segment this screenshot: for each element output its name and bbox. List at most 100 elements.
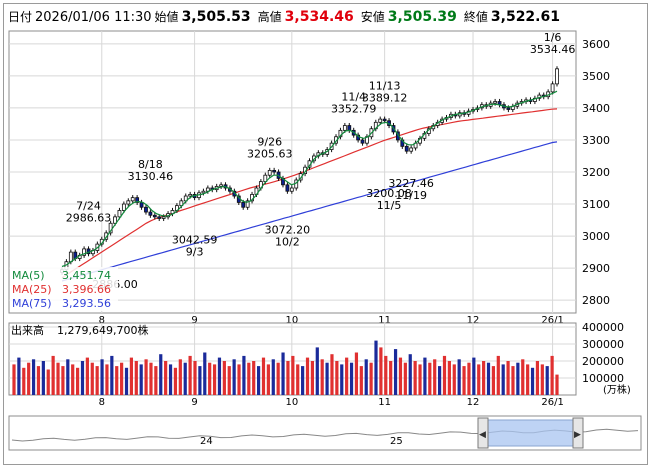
- volume-bar: [433, 359, 437, 395]
- volume-bar: [457, 359, 461, 395]
- volume-bar: [511, 366, 515, 395]
- candle-body: [285, 184, 290, 192]
- volume-bar: [364, 359, 368, 395]
- price-y-tick-label: 2800: [582, 294, 610, 307]
- candle-body: [342, 125, 347, 131]
- volume-bar: [80, 361, 85, 395]
- volume-bar: [374, 340, 378, 395]
- date-label: 日付: [8, 10, 33, 24]
- volume-bar: [276, 362, 280, 395]
- volume-bar: [486, 362, 491, 395]
- volume-bar: [227, 366, 231, 395]
- volume-bar: [100, 359, 104, 395]
- volume-bar: [428, 362, 432, 395]
- candle-body: [289, 187, 294, 192]
- volume-bar: [237, 364, 241, 395]
- volume-bar: [482, 361, 486, 395]
- volume-bar: [120, 362, 124, 395]
- volume-x-tick-label: 9: [191, 397, 197, 408]
- volume-x-tick-label: 26/1: [541, 397, 563, 408]
- volume-bar: [516, 362, 520, 395]
- price-y-tick-label: 3300: [582, 134, 610, 147]
- volume-bar: [530, 367, 535, 395]
- ma5-line-group: [61, 90, 558, 268]
- volume-bar: [496, 355, 500, 395]
- candle-body: [113, 216, 117, 224]
- open-value: 3,505.53: [181, 9, 251, 25]
- volume-bar: [408, 354, 412, 395]
- navigator-right-arrow[interactable]: ▶: [574, 430, 581, 440]
- volume-bar: [369, 362, 373, 395]
- volume-bar: [188, 355, 192, 395]
- candle-body: [506, 107, 511, 110]
- volume-bar: [105, 364, 109, 395]
- volume-bar: [22, 367, 26, 395]
- volume-bar: [384, 355, 388, 395]
- annotation-date: 7/24: [76, 200, 101, 213]
- volume-bar: [266, 364, 270, 395]
- annotation-date: 1/6: [544, 31, 562, 44]
- volume-bar: [12, 364, 16, 395]
- volume-bar: [56, 362, 60, 395]
- volume-bar: [393, 349, 398, 395]
- volume-bar: [168, 364, 173, 395]
- price-x-tick-label: 8: [99, 315, 105, 326]
- annotation-value: 3352.79: [331, 103, 377, 116]
- volume-x-ticks: 8 9 10 11 12 26/1: [99, 397, 564, 408]
- annotation-value: 3072.20: [265, 224, 311, 237]
- volume-bar: [247, 362, 251, 395]
- volume-bar: [506, 361, 510, 395]
- candle-body: [219, 184, 224, 187]
- volume-bar: [85, 357, 89, 395]
- volume-bars: [12, 340, 559, 395]
- volume-bar: [467, 362, 471, 395]
- candle-body: [157, 216, 162, 219]
- close-label: 終値: [463, 10, 488, 24]
- volume-x-tick-label: 8: [99, 397, 105, 408]
- volume-bar: [212, 364, 217, 395]
- volume-bar: [320, 359, 324, 395]
- volume-y-tick-label: 300000: [582, 338, 624, 351]
- candle-body: [360, 139, 365, 144]
- volume-bar: [472, 357, 476, 395]
- navigator-label-25: 25: [390, 436, 403, 447]
- volume-bar: [545, 366, 549, 395]
- range-navigator[interactable]: ◀ ▶ 24 25: [8, 415, 642, 451]
- candle-body: [117, 210, 122, 218]
- candle-body: [135, 197, 140, 203]
- candle-body: [126, 200, 131, 205]
- volume-bar: [154, 366, 158, 395]
- annotation-value: 3200.08: [366, 187, 412, 200]
- candle-body: [555, 68, 559, 85]
- volume-bar: [198, 366, 202, 395]
- volume-x-tick-label: 11: [378, 397, 391, 408]
- navigator-selection[interactable]: [487, 419, 574, 447]
- volume-bar: [521, 359, 525, 395]
- navigator-right-handle[interactable]: [572, 417, 584, 449]
- volume-bar: [477, 364, 481, 395]
- high-value: 3,534.46: [284, 9, 354, 25]
- volume-bar: [242, 355, 246, 395]
- volume-bar: [203, 352, 207, 395]
- annotation-date: 11/5: [377, 199, 402, 212]
- volume-bar: [124, 367, 129, 395]
- volume-bar: [535, 361, 540, 395]
- volume-bar: [310, 361, 315, 395]
- volume-bar: [437, 366, 442, 395]
- volume-bar: [173, 367, 178, 395]
- navigator-left-arrow[interactable]: ◀: [479, 430, 486, 440]
- volume-unit: (万株): [603, 383, 631, 396]
- price-y-tick-label: 3200: [582, 166, 610, 179]
- annotation-value: 3042.59: [172, 233, 218, 246]
- volume-bar: [452, 364, 456, 395]
- volume-bar: [359, 366, 363, 395]
- volume-bar: [232, 359, 236, 395]
- price-x-tick-label: 10: [285, 315, 298, 326]
- low-label: 安値: [360, 10, 385, 24]
- navigator-left-handle[interactable]: [477, 417, 489, 449]
- annotation-date: 9/3: [186, 245, 204, 258]
- candle-body: [550, 83, 555, 93]
- volume-bar: [252, 361, 256, 395]
- volume-bar: [301, 366, 305, 395]
- volume-bar: [305, 357, 310, 395]
